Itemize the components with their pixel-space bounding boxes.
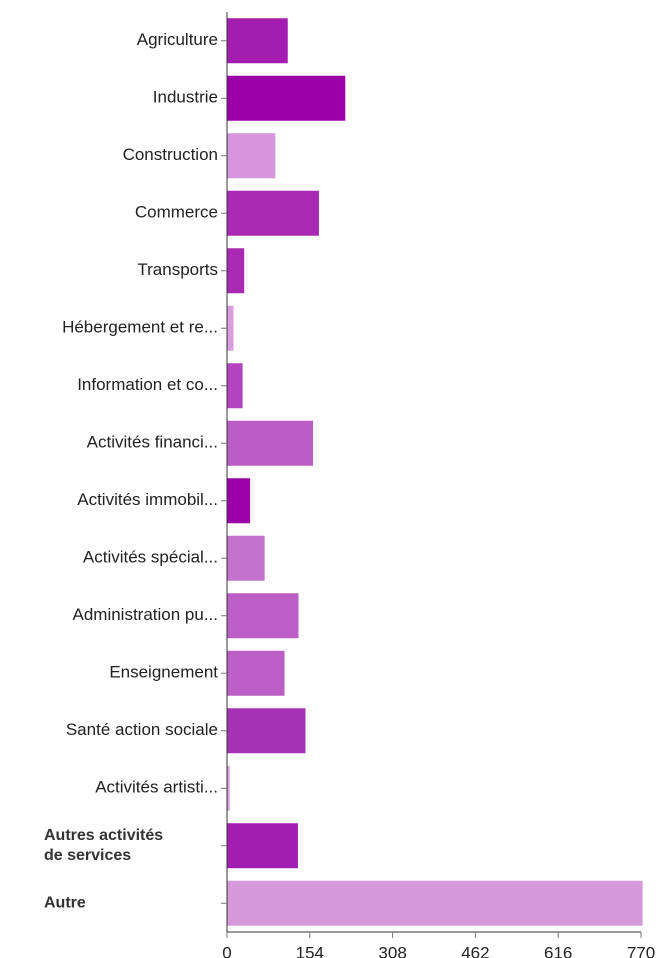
x-tick-label-308: 308 <box>378 943 406 958</box>
category-label-commerce: Commerce <box>135 203 218 222</box>
category-label-autre: Autre <box>44 894 86 911</box>
category-label-construction: Construction <box>123 145 218 164</box>
bar-autres-activites-de-services <box>227 823 298 869</box>
category-labels-group: Agriculture Industrie Construction Commerce… <box>44 30 218 911</box>
bar-transports <box>227 248 245 294</box>
x-tick-label-770: 770 <box>627 943 655 958</box>
bar-sante-action-sociale <box>227 708 306 754</box>
bar-autre <box>227 880 643 926</box>
x-tick-label-0: 0 <box>222 943 231 958</box>
category-label-autres-activites-de-services: Autres activités de services <box>44 827 163 864</box>
x-tick-label-616: 616 <box>544 943 572 958</box>
category-label-transports: Transports <box>137 260 218 279</box>
category-label-activites-special: Activités spécial... <box>83 548 218 567</box>
bar-activites-artisti <box>227 765 230 811</box>
x-tick-group: 0 154 308 462 616 770 <box>222 932 655 958</box>
category-label-information-et-co: Information et co... <box>77 375 218 394</box>
category-label-activites-financi: Activités financi... <box>87 433 218 452</box>
bar-hebergement-et-re <box>227 305 234 351</box>
category-label-sante-action-sociale: Santé action sociale <box>66 720 218 739</box>
x-tick-label-462: 462 <box>461 943 489 958</box>
bar-industrie <box>227 75 346 121</box>
axes-group <box>221 12 641 933</box>
category-label-activites-artisti: Activités artisti... <box>95 778 218 797</box>
category-label-hebergement-et-re: Hébergement et re... <box>62 318 218 337</box>
bar-construction <box>227 133 276 179</box>
x-tick-label-154: 154 <box>296 943 324 958</box>
bar-activites-special <box>227 535 265 581</box>
bar-activites-immobil <box>227 478 251 524</box>
bar-enseignement <box>227 650 285 696</box>
category-label-industrie: Industrie <box>153 88 218 107</box>
bar-commerce <box>227 190 319 236</box>
category-label-activites-immobil: Activités immobil... <box>77 490 218 509</box>
category-label-administration-pu: Administration pu... <box>72 605 218 624</box>
bar-activites-financi <box>227 420 314 466</box>
category-label-enseignement: Enseignement <box>109 663 218 682</box>
bars-group <box>227 18 643 926</box>
bar-agriculture <box>227 18 288 64</box>
category-label-agriculture: Agriculture <box>137 30 218 49</box>
bar-administration-pu <box>227 593 299 639</box>
bar-information-et-co <box>227 363 243 409</box>
